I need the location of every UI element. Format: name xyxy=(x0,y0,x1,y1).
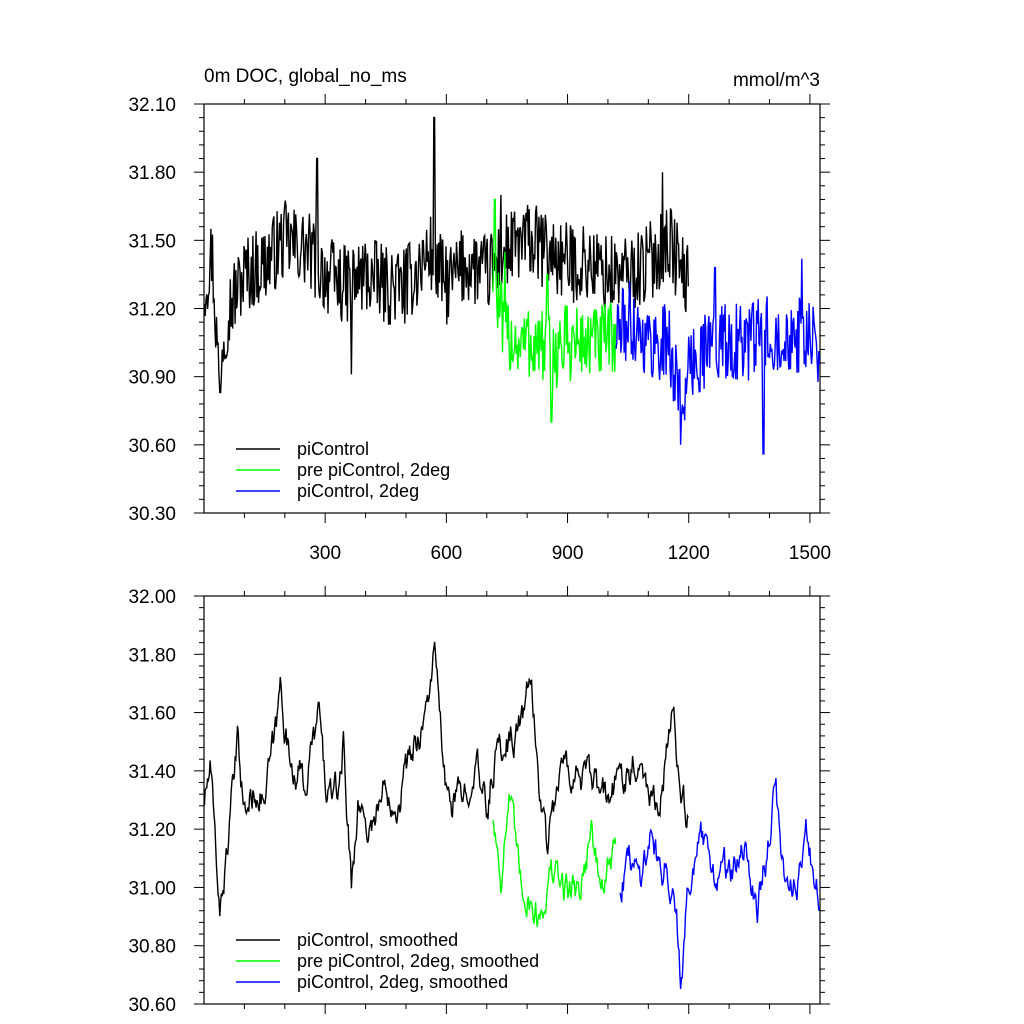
x-tick-label: 900 xyxy=(552,543,584,564)
y-tick-label: 31.80 xyxy=(128,163,176,184)
x-tick-label: 1500 xyxy=(789,543,831,564)
x-tick-label: 600 xyxy=(431,543,463,564)
x-tick-label: 1200 xyxy=(668,543,710,564)
y-tick-label: 31.80 xyxy=(128,645,176,666)
legend-label: pre piControl, 2deg, smoothed xyxy=(297,951,539,971)
y-tick-label: 31.20 xyxy=(128,820,176,841)
y-tick-label: 32.00 xyxy=(128,587,176,608)
y-tick-label: 31.00 xyxy=(128,878,176,899)
y-tick-label: 30.90 xyxy=(128,368,176,389)
legend-label: piControl, 2deg xyxy=(297,481,419,501)
y-tick-label: 30.80 xyxy=(128,937,176,958)
y-tick-label: 31.40 xyxy=(128,762,176,783)
legend-label: piControl xyxy=(297,439,369,459)
y-tick-label: 30.60 xyxy=(128,995,176,1016)
series-line-0 xyxy=(204,641,689,917)
y-tick-label: 30.30 xyxy=(128,504,176,525)
y-tick-label: 31.60 xyxy=(128,704,176,725)
series-line-1 xyxy=(492,198,617,423)
y-tick-label: 31.20 xyxy=(128,300,176,321)
y-tick-label: 32.10 xyxy=(128,95,176,116)
series-line-0 xyxy=(204,116,689,394)
y-tick-label: 30.60 xyxy=(128,436,176,457)
units-label: mmol/m^3 xyxy=(733,70,820,91)
series-line-2 xyxy=(615,258,820,455)
legend-label: pre piControl, 2deg xyxy=(297,460,450,480)
x-tick-label: 300 xyxy=(309,543,341,564)
top-panel: 30.30 30.60 30.90 31.20 31.50 31.80 32.10 300 60… xyxy=(128,94,831,564)
legend-label: piControl, 2deg, smoothed xyxy=(297,972,508,992)
legend-label: piControl, smoothed xyxy=(297,930,458,950)
bottom-panel: 30.60 30.80 31.00 31.20 31.40 31.60 31.80 32.00… xyxy=(128,586,830,1016)
series-line-1 xyxy=(492,794,617,928)
y-tick-label: 31.50 xyxy=(128,231,176,252)
chart-title: 0m DOC, global_no_ms xyxy=(204,66,407,87)
series-line-2 xyxy=(619,777,820,990)
